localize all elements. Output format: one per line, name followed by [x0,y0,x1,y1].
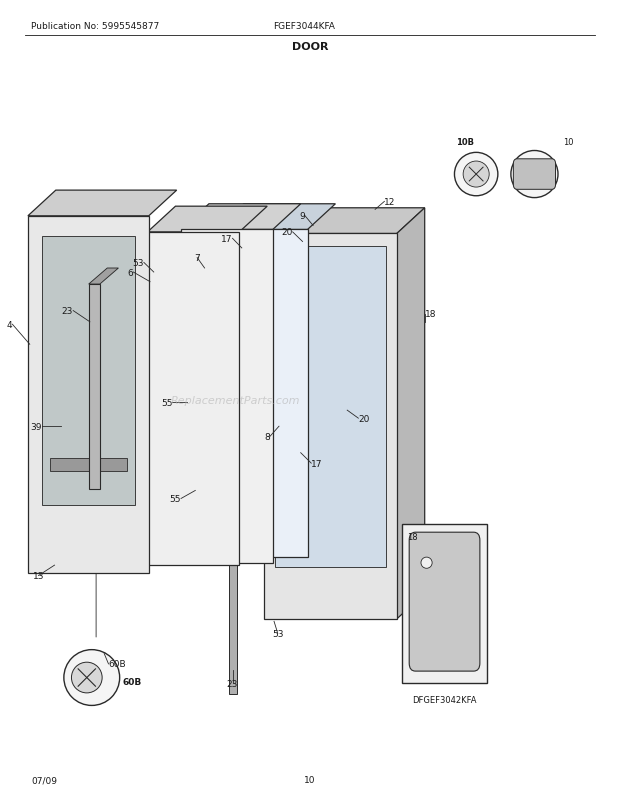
Text: 20: 20 [358,414,370,423]
Text: 7: 7 [194,253,200,263]
Text: ReplacementParts.com: ReplacementParts.com [171,396,300,406]
Text: 10: 10 [563,138,574,148]
Text: 6: 6 [128,268,133,277]
Bar [229,521,237,694]
Ellipse shape [463,162,489,188]
Text: DFGEF3042KFA: DFGEF3042KFA [412,695,477,704]
Text: 8: 8 [264,432,270,442]
Polygon shape [397,209,425,619]
Ellipse shape [421,557,432,569]
Polygon shape [148,233,239,565]
Text: 17: 17 [311,459,323,468]
Text: 20: 20 [281,228,293,237]
Text: 07/09: 07/09 [31,776,57,784]
Text: 55: 55 [161,398,172,407]
Polygon shape [28,217,149,573]
Polygon shape [181,230,273,563]
Polygon shape [148,207,267,233]
Polygon shape [216,205,335,230]
Text: 23: 23 [227,678,238,688]
Text: DOOR: DOOR [292,42,328,51]
Text: 60B: 60B [108,659,126,669]
Text: 9: 9 [299,212,305,221]
Polygon shape [229,505,256,521]
Polygon shape [275,246,386,567]
Ellipse shape [454,153,498,196]
Text: 53: 53 [132,258,144,268]
Bar [402,525,487,683]
FancyBboxPatch shape [409,533,480,671]
Polygon shape [216,230,308,557]
Text: 39: 39 [30,422,42,431]
Text: 18: 18 [425,310,436,319]
Polygon shape [264,234,397,619]
Text: 18: 18 [407,533,417,541]
Polygon shape [28,191,177,217]
Text: 10: 10 [304,776,316,784]
Text: 4: 4 [7,320,12,330]
Polygon shape [264,209,425,234]
Ellipse shape [71,662,102,693]
Text: FGEF3044KFA: FGEF3044KFA [273,22,335,31]
Bar [50,459,127,472]
Ellipse shape [64,650,120,706]
Text: 55: 55 [169,494,181,504]
Text: Publication No: 5995545877: Publication No: 5995545877 [31,22,159,31]
Bar [89,285,100,489]
FancyBboxPatch shape [513,160,556,190]
Text: 23: 23 [62,306,73,316]
Text: 10B: 10B [456,138,474,147]
Text: 13: 13 [33,571,44,581]
Polygon shape [89,269,118,285]
Text: 17: 17 [221,234,232,244]
Text: 53: 53 [272,629,283,638]
Text: 60B: 60B [123,677,142,687]
Ellipse shape [511,152,558,198]
Polygon shape [42,237,135,505]
Polygon shape [181,205,301,230]
Text: 12: 12 [384,197,396,207]
